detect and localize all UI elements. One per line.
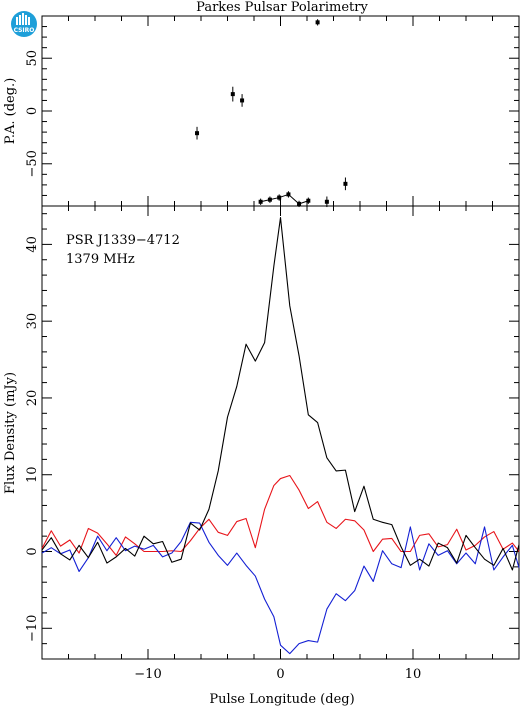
profile-panel: −10 0 10 20 30 40 −10 0 10 PSR J1339−4712 1379 M… — [3, 205, 520, 707]
pa-point — [306, 198, 311, 203]
profile-ytick-label: −10 — [25, 615, 40, 642]
pa-points — [195, 19, 348, 208]
pa-point — [324, 199, 329, 204]
pa-point — [240, 98, 245, 103]
pa-connect-line — [260, 193, 309, 205]
pa-point — [267, 197, 272, 202]
profile-ytick-label: 10 — [25, 466, 40, 483]
frequency-annotation: 1379 MHz — [66, 252, 135, 267]
longitude-axis-label: Pulse Longitude (deg) — [209, 692, 354, 707]
total-intensity-line — [41, 216, 520, 571]
profile-ytick-label: 0 — [25, 547, 40, 555]
profile-ticks: −10 0 10 20 30 40 −10 0 10 — [25, 206, 520, 682]
pa-ytick-label: 0 — [25, 107, 40, 115]
psr-name-annotation: PSR J1339−4712 — [66, 233, 180, 248]
position-angle-panel: −50 0 50 P.A. (deg.) — [3, 15, 520, 208]
profile-ytick-label: 20 — [25, 390, 40, 407]
profile-panel-frame — [41, 205, 520, 660]
pa-point — [343, 181, 348, 186]
pa-point — [195, 131, 200, 136]
profile-xtick-label: 0 — [276, 667, 284, 682]
pa-point — [258, 199, 263, 204]
profile-ytick-label: 40 — [25, 236, 40, 253]
pa-point — [286, 192, 291, 197]
pa-panel-frame — [41, 15, 520, 207]
profile-xtick-label: −10 — [134, 667, 161, 682]
csiro-logo-text: CSIRO — [14, 27, 35, 34]
pa-point — [297, 201, 302, 206]
pa-point — [315, 20, 320, 25]
pa-ytick-label: 50 — [25, 50, 40, 67]
profile-xtick-label: 10 — [405, 667, 422, 682]
pa-ticks: −50 0 50 — [25, 15, 520, 207]
figure-title: Parkes Pulsar Polarimetry — [196, 0, 368, 15]
profile-series — [41, 216, 520, 655]
flux-axis-label: Flux Density (mJy) — [3, 372, 18, 494]
linear-polarization-line — [41, 474, 520, 556]
circular-polarization-line — [41, 521, 520, 655]
pa-point — [277, 195, 282, 200]
pa-ytick-label: −50 — [25, 150, 40, 177]
csiro-logo-bars-icon — [16, 13, 30, 25]
csiro-logo: CSIRO — [11, 11, 37, 37]
profile-ytick-label: 30 — [25, 313, 40, 330]
pa-point — [230, 92, 235, 97]
pa-axis-label: P.A. (deg.) — [3, 78, 18, 145]
